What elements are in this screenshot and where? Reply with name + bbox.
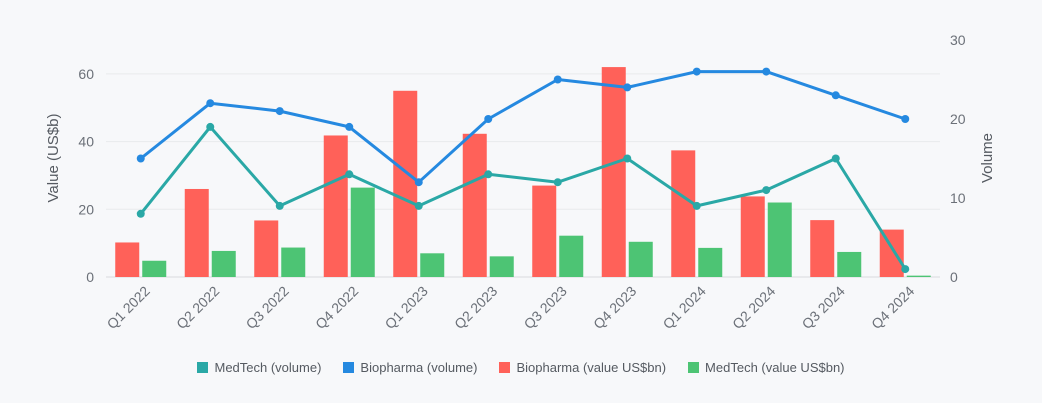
x-tick-label: Q1 2022 [104, 283, 153, 332]
x-tick-label: Q4 2023 [590, 283, 639, 332]
bar-medtech-value [142, 260, 167, 277]
legend-label: MedTech (volume) [214, 360, 322, 375]
x-axis-labels: Q1 2022 Q2 2022 Q3 2022 Q4 2022 Q1 2023 Q2 20… [104, 283, 918, 332]
point-biopharma-volume [414, 178, 423, 187]
legend-item[interactable]: MedTech (value US$bn) [688, 360, 845, 375]
point-biopharma-volume [275, 107, 284, 116]
x-tick-label: Q4 2024 [868, 283, 917, 332]
legend-label: Biopharma (volume) [360, 360, 478, 375]
point-medtech-volume [623, 154, 632, 163]
bar-biopharma-value [393, 90, 418, 278]
y-tick-left: 20 [78, 201, 94, 217]
legend-item[interactable]: Biopharma (volume) [343, 360, 477, 375]
bar-medtech-value [837, 251, 862, 277]
y-tick-left: 60 [78, 66, 94, 82]
point-biopharma-volume [831, 91, 840, 100]
legend-swatch [499, 362, 511, 373]
bar-medtech-value [350, 187, 375, 277]
legend-swatch [343, 362, 355, 373]
bar-biopharma-value [740, 196, 765, 277]
point-biopharma-volume [692, 67, 701, 76]
point-biopharma-volume [206, 99, 215, 108]
bar-biopharma-value [810, 220, 835, 277]
bar-medtech-value [628, 241, 653, 277]
x-tick-label: Q2 2023 [451, 283, 500, 332]
point-medtech-volume [345, 170, 354, 179]
gridlines [106, 73, 940, 278]
x-tick-label: Q4 2022 [312, 283, 361, 332]
line-medtech-volume [139, 125, 907, 270]
right-axis-ticks: 0 10 20 30 [950, 32, 966, 285]
point-biopharma-volume [623, 83, 632, 92]
bar-medtech-value [559, 235, 584, 277]
bar-biopharma-value [115, 242, 140, 277]
point-biopharma-volume [901, 115, 910, 123]
x-tick-label: Q3 2023 [521, 283, 570, 332]
legend-label: MedTech (value US$bn) [705, 360, 845, 375]
bar-biopharma-value [462, 133, 487, 277]
left-axis-ticks: 0 20 40 60 [78, 66, 94, 285]
x-tick-label: Q1 2024 [660, 283, 709, 332]
point-medtech-volume [136, 209, 145, 218]
bar-medtech-value [211, 250, 236, 277]
bar-medtech-value [420, 253, 445, 277]
line-biopharma-volume [139, 70, 906, 184]
point-biopharma-volume [484, 115, 493, 123]
bar-biopharma-value [254, 220, 279, 277]
point-biopharma-volume [762, 67, 771, 76]
y-tick-right: 10 [950, 190, 966, 206]
bar-medtech-value [767, 202, 792, 277]
x-tick-label: Q1 2023 [382, 283, 431, 332]
x-tick-label: Q3 2024 [799, 283, 848, 332]
combo-chart: 0 20 40 60 0 10 20 30 Q1 2022 Q2 2022 Q3 2022 Q4 … [45, 32, 996, 332]
bar-medtech-value [906, 275, 931, 277]
y-tick-left: 40 [78, 134, 94, 150]
bar-biopharma-value [671, 150, 696, 277]
x-tick-label: Q3 2022 [243, 283, 292, 332]
y-axis-title-right: Volume [979, 133, 996, 183]
point-medtech-volume [275, 201, 284, 210]
y-tick-right: 30 [950, 32, 966, 48]
y-tick-right: 0 [950, 269, 958, 285]
point-medtech-volume [762, 186, 771, 195]
bar-medtech-value [698, 247, 723, 277]
point-medtech-volume [484, 170, 493, 179]
point-biopharma-volume [553, 75, 562, 84]
x-tick-label: Q2 2022 [173, 283, 222, 332]
point-medtech-volume [692, 201, 701, 210]
y-tick-right: 20 [950, 111, 966, 127]
point-biopharma-volume [136, 154, 145, 163]
bar-biopharma-value [601, 67, 626, 277]
bar-biopharma-value [323, 135, 348, 277]
bar-medtech-value [281, 247, 306, 277]
point-biopharma-volume [345, 122, 354, 131]
legend-swatch [688, 362, 700, 373]
legend-item[interactable]: MedTech (volume) [197, 360, 321, 375]
bar-biopharma-value [184, 188, 209, 277]
lines [136, 67, 910, 274]
bars [115, 67, 931, 278]
legend-label: Biopharma (value US$bn) [516, 360, 667, 375]
legend: MedTech (volume) Biopharma (volume) Biopha… [0, 360, 1042, 375]
point-medtech-volume [414, 201, 423, 210]
y-axis-title-left: Value (US$b) [45, 114, 62, 203]
legend-item[interactable]: Biopharma (value US$bn) [499, 360, 666, 375]
bar-biopharma-value [532, 185, 557, 277]
x-tick-label: Q2 2024 [729, 283, 778, 332]
legend-swatch [197, 362, 209, 373]
point-medtech-volume [901, 265, 910, 274]
point-medtech-volume [553, 178, 562, 187]
point-medtech-volume [206, 122, 215, 131]
point-medtech-volume [831, 154, 840, 163]
y-tick-left: 0 [86, 269, 94, 285]
bar-medtech-value [489, 256, 514, 277]
